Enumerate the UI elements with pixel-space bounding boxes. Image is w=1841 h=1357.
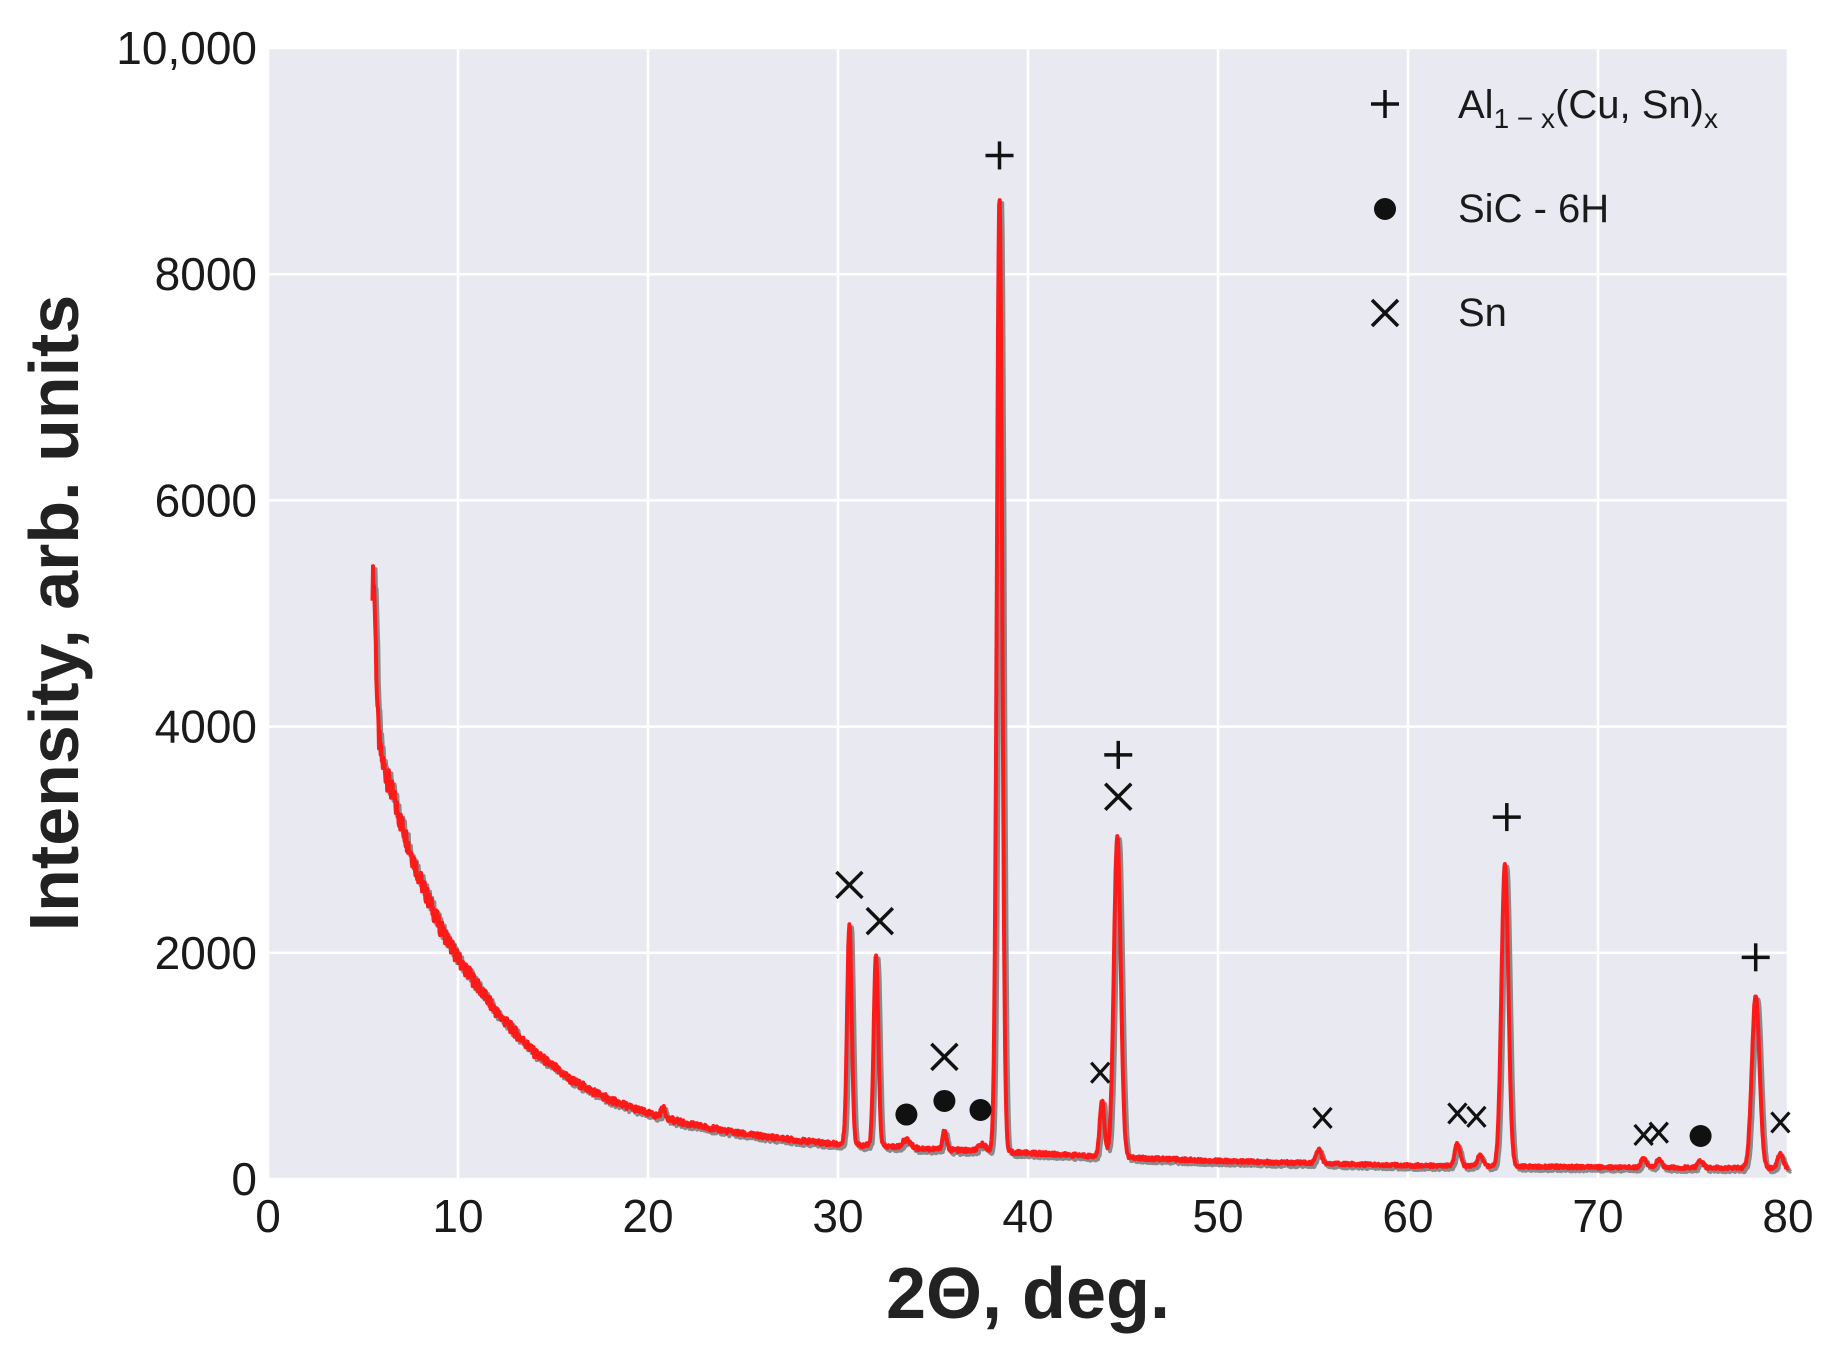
y-tick-label: 0 xyxy=(231,1153,257,1205)
annotation-circle-marker xyxy=(1689,1125,1712,1148)
x-tick-labels: 0 10 20 30 40 50 60 70 80 xyxy=(255,1190,1813,1242)
annotation-plus-marker xyxy=(985,141,1014,170)
legend-al-symbol: Al xyxy=(1458,83,1494,127)
annotation-cross-marker xyxy=(1104,782,1133,811)
legend-al-composition: (Cu, Sn) xyxy=(1555,83,1704,127)
x-tick-label: 10 xyxy=(432,1190,483,1242)
x-tick-label: 40 xyxy=(1002,1190,1053,1242)
legend-symbol-plus xyxy=(1371,90,1399,118)
annotation-cross-marker xyxy=(865,906,895,936)
annotation-circle-marker xyxy=(895,1103,918,1126)
legend-symbol-circle xyxy=(1374,198,1396,220)
annotation-plus-marker xyxy=(1104,740,1133,769)
x-tick-label: 60 xyxy=(1382,1190,1433,1242)
x-tick-label: 0 xyxy=(255,1190,281,1242)
grid-lines xyxy=(266,46,1790,1181)
y-tick-label: 4000 xyxy=(155,701,257,753)
legend-label-sn: Sn xyxy=(1458,291,1507,335)
data-layer xyxy=(370,198,1793,1175)
xrd-series-line xyxy=(370,198,1790,1172)
y-tick-label: 6000 xyxy=(155,474,257,526)
legend-label-al-phase: Al1 − x(Cu, Sn)x xyxy=(1458,83,1718,134)
annotation-x-marker xyxy=(1312,1106,1333,1129)
legend-cross-marker xyxy=(1370,298,1400,328)
x-axis-title: 2Θ, deg. xyxy=(886,1254,1170,1334)
legend-al-subscript-x: x xyxy=(1704,103,1718,134)
annotation-circle-marker xyxy=(969,1099,992,1122)
y-tick-label: 2000 xyxy=(155,927,257,979)
legend: Al1 − x(Cu, Sn)x SiC - 6H Sn xyxy=(1370,83,1718,335)
annotation-cross-marker xyxy=(930,1042,959,1072)
peak-annotations xyxy=(835,141,1791,1148)
annotation-cross-marker xyxy=(835,870,864,900)
annotation-x-marker xyxy=(1090,1061,1111,1084)
legend-symbol-cross xyxy=(1370,298,1400,328)
y-tick-labels: 0 2000 4000 6000 8000 10,000 xyxy=(116,22,257,1205)
y-axis-title: Intensity, arb. units xyxy=(15,295,93,932)
legend-label-sic: SiC - 6H xyxy=(1458,187,1609,231)
x-tick-label: 80 xyxy=(1762,1190,1813,1242)
annotation-x-marker xyxy=(1466,1105,1487,1128)
legend-plus-marker xyxy=(1371,90,1399,118)
annotation-x-marker xyxy=(1648,1121,1669,1144)
annotation-x-marker xyxy=(1447,1102,1468,1125)
x-tick-label: 20 xyxy=(622,1190,673,1242)
annotation-plus-marker xyxy=(1492,803,1521,832)
legend-al-subscript: 1 − x xyxy=(1494,103,1555,134)
annotation-plus-marker xyxy=(1741,943,1770,972)
annotation-circle-marker xyxy=(933,1089,956,1112)
x-tick-label: 70 xyxy=(1572,1190,1623,1242)
legend-circle-marker xyxy=(1374,198,1396,220)
x-tick-label: 50 xyxy=(1192,1190,1243,1242)
y-tick-label: 10,000 xyxy=(116,22,257,74)
y-tick-label: 8000 xyxy=(155,248,257,300)
x-tick-label: 30 xyxy=(812,1190,863,1242)
annotation-x-marker xyxy=(1770,1111,1791,1134)
